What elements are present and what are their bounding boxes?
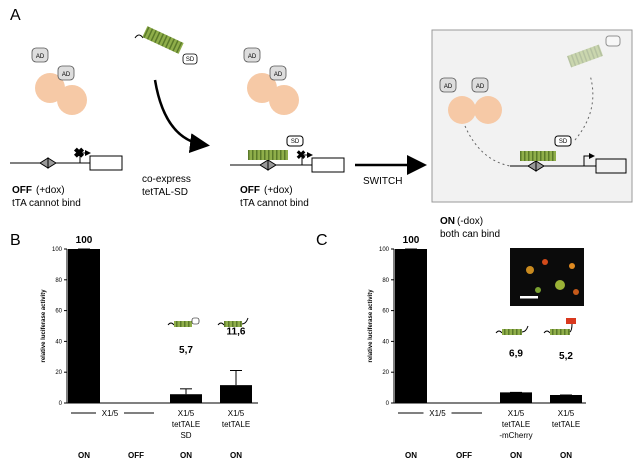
tta-complex: [439, 77, 511, 167]
panel-label: B: [10, 232, 21, 249]
state: ON: [440, 216, 455, 227]
note: tTA cannot bind: [12, 198, 81, 209]
svg-text:✖: ✖: [296, 148, 306, 162]
status-label: ON: [405, 451, 417, 460]
tale-construct: [134, 26, 210, 154]
value-label: 11,6: [227, 327, 246, 338]
panel-label: C: [316, 232, 328, 249]
x-tick-label: SD: [180, 431, 191, 440]
y-tick-label: 60: [382, 309, 389, 315]
x-tick-label: tetTALE: [552, 420, 580, 429]
ad-label: AD: [444, 84, 453, 90]
status-label: OFF: [456, 451, 472, 460]
status-label: ON: [78, 451, 90, 460]
svg-text:✖: ✖: [74, 146, 84, 160]
sd-label: SD: [291, 139, 300, 145]
tta-complex: [243, 47, 299, 115]
value-label: 6,9: [509, 348, 523, 359]
ad-label: AD: [274, 72, 283, 78]
y-tick-label: 20: [382, 370, 389, 376]
bar: [220, 385, 252, 403]
x-tick-label: X1/5: [228, 409, 245, 418]
x-tick-label: X1/5: [429, 409, 446, 418]
dox: (+dox): [264, 185, 293, 196]
dox: (+dox): [36, 185, 65, 196]
state: OFF: [12, 185, 32, 196]
y-tick-label: 0: [59, 401, 63, 407]
y-axis-label: relative luciferase activity: [368, 289, 374, 363]
y-tick-label: 100: [52, 247, 63, 253]
dna: ✖: [10, 146, 123, 171]
panel-label: A: [10, 7, 21, 24]
y-tick-label: 20: [55, 370, 62, 376]
x-tick-label: tetTALE: [222, 420, 250, 429]
x-tick-label: X1/5: [178, 409, 195, 418]
x-tick-label: X1/5: [102, 409, 119, 418]
bar: [500, 392, 532, 403]
status-label: ON: [510, 451, 522, 460]
bar: [170, 394, 202, 403]
tale-icons: [167, 317, 576, 335]
x-tick-label: X1/5: [508, 409, 525, 418]
step-text: tetTAL-SD: [142, 187, 188, 198]
x-tick-label: X1/5: [558, 409, 575, 418]
x-tick-label: tetTALE: [502, 420, 530, 429]
state: OFF: [240, 185, 260, 196]
note: both can bind: [440, 229, 500, 240]
step-text: co-express: [142, 174, 191, 185]
y-axis-label: relative luciferase activity: [41, 289, 47, 363]
x-tick-label: -mCherry: [499, 431, 532, 440]
y-tick-label: 0: [386, 401, 390, 407]
ad-label: AD: [476, 84, 485, 90]
status-label: ON: [560, 451, 572, 460]
sd-label: SD: [186, 57, 195, 63]
inset-image: [510, 248, 584, 306]
status-label: ON: [230, 451, 242, 460]
ad-label: AD: [248, 54, 257, 60]
value-label: 100: [76, 235, 93, 246]
value-label: 5,7: [179, 345, 193, 356]
dna: [510, 35, 627, 174]
value-label: 100: [403, 235, 420, 246]
bar: [550, 394, 582, 403]
ad-label: AD: [62, 72, 71, 78]
y-tick-label: 80: [55, 278, 62, 284]
y-tick-label: 40: [55, 339, 62, 345]
tta-complex: [31, 47, 87, 115]
x-tick-label: tetTALE: [172, 420, 200, 429]
status-label: ON: [180, 451, 192, 460]
dna: ✖: [230, 135, 345, 173]
y-tick-label: 100: [379, 247, 390, 253]
status-label: OFF: [128, 451, 144, 460]
note: tTA cannot bind: [240, 198, 309, 209]
value-label: 5,2: [559, 351, 573, 362]
bar: [68, 249, 100, 403]
dox: (-dox): [457, 216, 483, 227]
y-tick-label: 60: [55, 309, 62, 315]
y-tick-label: 80: [382, 278, 389, 284]
y-tick-label: 40: [382, 339, 389, 345]
switch-label: SWITCH: [363, 176, 402, 187]
ad-label: AD: [36, 54, 45, 60]
bar: [395, 249, 427, 403]
sd-label: SD: [559, 139, 568, 145]
